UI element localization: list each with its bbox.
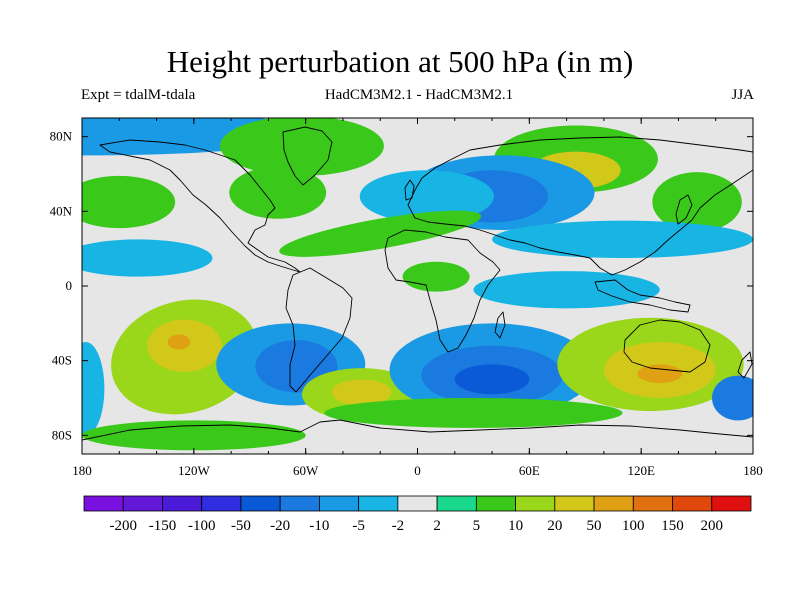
colorbar-label: 10	[508, 518, 523, 534]
colorbar-label: 50	[587, 518, 602, 534]
season-label: JJA	[731, 87, 754, 103]
coastlines	[82, 126, 753, 441]
colorbar-label: 5	[473, 518, 481, 534]
coast-japan	[675, 194, 693, 225]
colorbar-box	[632, 495, 673, 512]
axis-ticks	[81, 118, 754, 454]
field-southeast-pacific-low	[712, 375, 753, 421]
colorbar-label: -50	[231, 518, 251, 534]
y-tick-label: 40N	[50, 203, 73, 218]
field-eq-africa	[402, 261, 470, 292]
colorbar-box	[83, 495, 124, 512]
coast-africa	[384, 229, 501, 353]
colorbar-box	[515, 495, 556, 512]
colorbar-box	[319, 495, 360, 512]
x-tick-label: 180	[743, 463, 763, 478]
models-label: HadCM3M2.1 - HadCM3M2.1	[324, 87, 514, 103]
x-tick-label: 0	[414, 463, 421, 478]
field-south-pacific-peak	[167, 334, 191, 350]
colorbar-label: -200	[109, 518, 137, 534]
coast-britain	[404, 179, 415, 201]
coast-south-america	[285, 267, 353, 393]
field-southern-africa-deep	[454, 364, 530, 395]
axis-labels: 180 120W 60W 0 60E 120E 180 80N 40N 0 40S 80S	[50, 129, 763, 478]
field-far-east-pacific-low	[82, 342, 105, 436]
colorbar-label: -150	[149, 518, 177, 534]
field-antarctic-band	[82, 420, 306, 451]
coast-greenland	[282, 126, 333, 186]
coast-new-zealand	[737, 351, 753, 379]
coast-madagascar	[494, 311, 506, 339]
field-australia-peak	[637, 364, 683, 384]
y-tick-label: 80N	[50, 129, 73, 144]
colorbar-label: -10	[309, 518, 329, 534]
field-southern-band	[324, 398, 623, 428]
colorbar-box	[436, 495, 477, 512]
colorbar-label: -100	[188, 518, 216, 534]
field-europe-low	[359, 170, 494, 223]
field-pacific-nw-high	[82, 175, 176, 229]
x-tick-label: 60W	[293, 463, 319, 478]
coast-eurasia	[407, 136, 753, 276]
colorbar-box	[711, 495, 752, 512]
x-tick-label: 120E	[627, 463, 655, 478]
coast-antarctica	[82, 419, 753, 441]
colorbar-label: 150	[661, 518, 684, 534]
x-tick-label: 120W	[178, 463, 211, 478]
y-tick-label: 40S	[52, 353, 72, 368]
colorbar-box	[279, 495, 320, 512]
colorbar-box	[162, 495, 203, 512]
colorbar-box	[593, 495, 634, 512]
colorbar-box	[554, 495, 595, 512]
colorbar-box	[397, 495, 438, 512]
colorbar-box	[240, 495, 281, 512]
field-north-america-high	[229, 166, 327, 219]
experiment-label: Expt = tdalM-tdala	[81, 87, 196, 103]
coast-indonesia	[594, 279, 691, 313]
colorbar-label: -2	[392, 518, 405, 534]
chart-title: Height perturbation at 500 hPa (in m)	[166, 44, 634, 79]
y-tick-label: 80S	[52, 427, 72, 442]
x-tick-label: 60E	[519, 463, 540, 478]
colorbar-box	[122, 495, 163, 512]
field-greenland-high	[219, 118, 384, 176]
colorbar-label: 200	[701, 518, 724, 534]
colorbar-label: -20	[270, 518, 290, 534]
field-asia-belt-low	[492, 220, 753, 258]
field-tropical-pacific	[82, 239, 213, 277]
colorbar: -200 -150 -100 -50 -20 -10 -5 -2 2 5 10 20 50 100 150 2…	[83, 495, 752, 534]
field-south-atlantic-core	[331, 379, 392, 406]
colorbar-label: -5	[352, 518, 365, 534]
colorbar-label: 100	[622, 518, 645, 534]
colorbar-label: 20	[547, 518, 562, 534]
coast-north-america	[99, 139, 301, 273]
colorbar-box	[201, 495, 242, 512]
contour-field	[82, 118, 753, 451]
field-east-asia-high	[652, 172, 742, 232]
coast-australia	[623, 319, 711, 373]
colorbar-box	[475, 495, 516, 512]
colorbar-box	[672, 495, 713, 512]
colorbar-label: 2	[433, 518, 441, 534]
field-indian-eq	[473, 271, 660, 309]
y-tick-label: 0	[66, 278, 73, 293]
colorbar-box	[358, 495, 399, 512]
x-tick-label: 180	[72, 463, 92, 478]
